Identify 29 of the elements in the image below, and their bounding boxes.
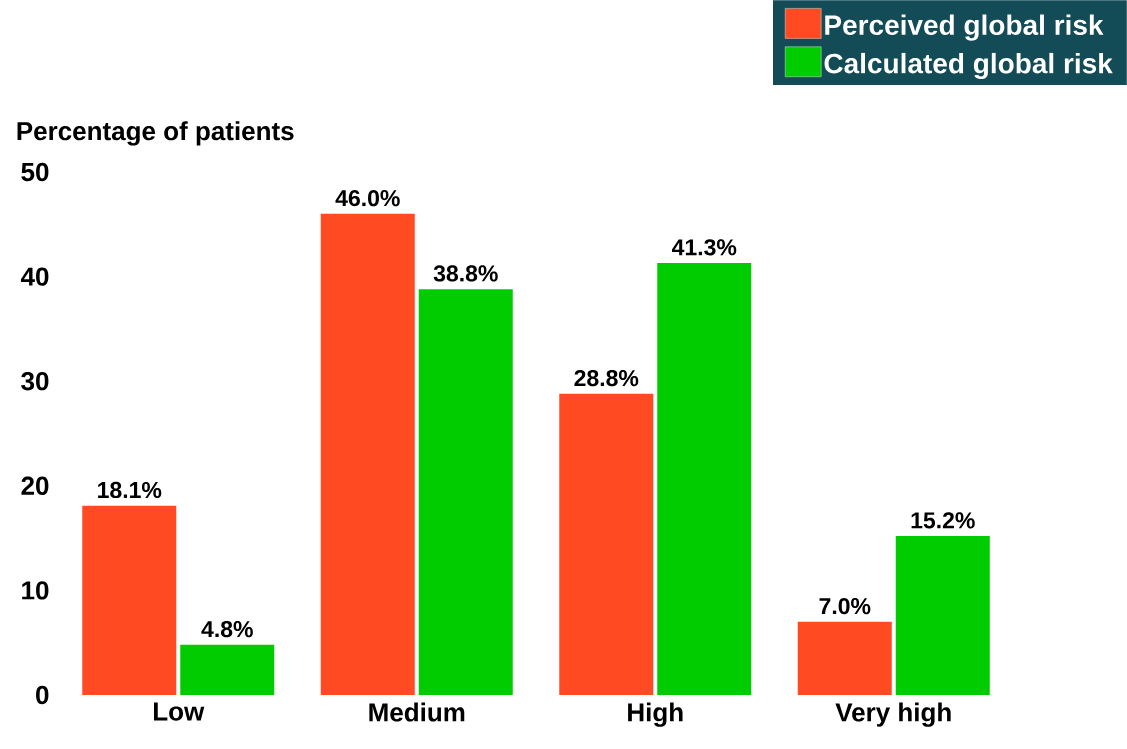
data-label: 7.0% bbox=[819, 597, 871, 615]
bar bbox=[180, 644, 275, 695]
x-tick-label: Very high bbox=[835, 702, 951, 727]
bar bbox=[657, 262, 752, 695]
y-tick-label: 40 bbox=[20, 267, 49, 286]
bar bbox=[320, 213, 415, 695]
bar bbox=[895, 536, 990, 695]
data-label: 28.8% bbox=[574, 369, 639, 387]
x-tick-label: Low bbox=[154, 702, 205, 721]
data-label: 4.8% bbox=[201, 620, 253, 638]
legend-label: Perceived global risk bbox=[825, 14, 1104, 41]
legend-label: Calculated global risk bbox=[824, 52, 1113, 80]
bar bbox=[418, 289, 513, 695]
bar bbox=[559, 393, 654, 695]
y-tick-label: 50 bbox=[21, 162, 49, 182]
bar bbox=[797, 621, 892, 695]
y-tick-label: 30 bbox=[21, 371, 49, 391]
data-label: 46.0% bbox=[335, 190, 400, 207]
data-label: 38.8% bbox=[433, 265, 498, 282]
data-label: 18.1% bbox=[98, 481, 162, 499]
data-label: 41.3% bbox=[671, 239, 737, 256]
y-axis-title: Percentage of patients bbox=[17, 121, 294, 146]
x-tick-label: High bbox=[628, 702, 683, 727]
bar bbox=[82, 505, 177, 695]
data-label: 15.2% bbox=[911, 512, 975, 529]
y-tick-label: 10 bbox=[22, 581, 49, 600]
y-tick-label: 20 bbox=[21, 476, 49, 495]
y-tick-label: 0 bbox=[36, 685, 49, 705]
x-tick-label: Medium bbox=[369, 702, 465, 722]
